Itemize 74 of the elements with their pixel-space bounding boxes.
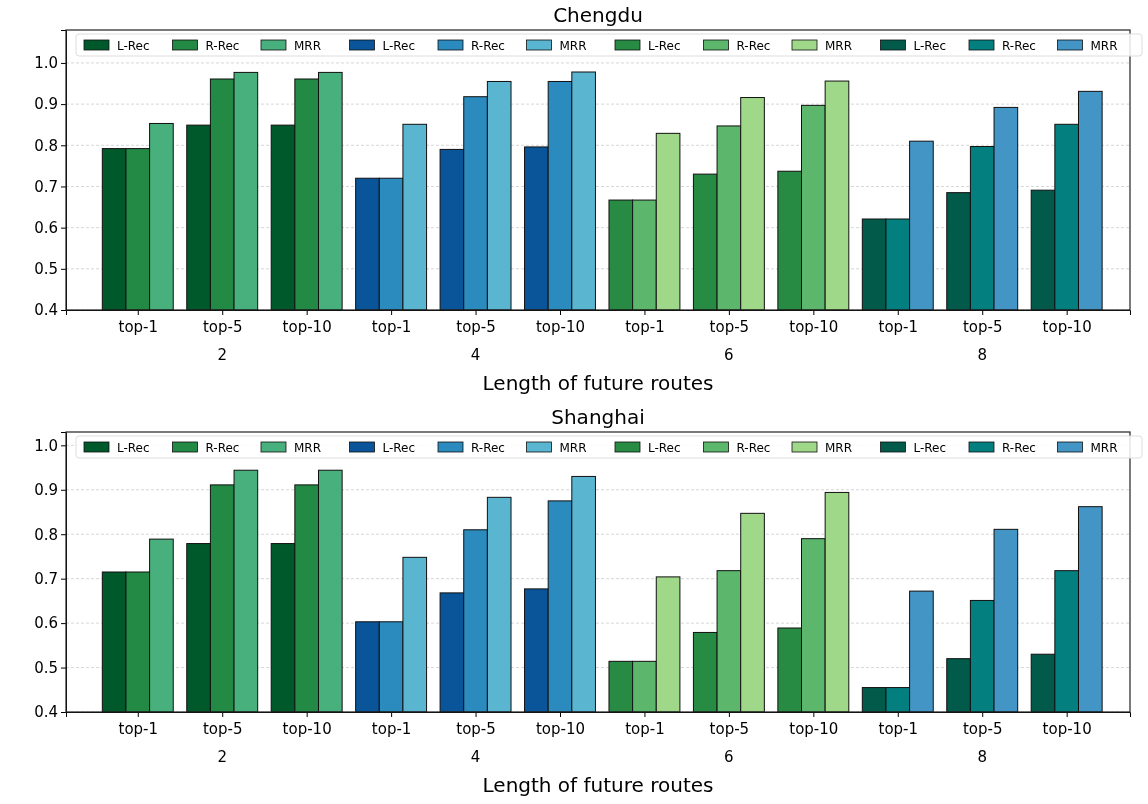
- y-tick-label: 0.9: [34, 481, 58, 500]
- y-tick-label: 0.7: [34, 569, 58, 588]
- y-tick-label: 0.4: [34, 301, 58, 320]
- x-tick-label: top-5: [962, 317, 1003, 336]
- x-tick-label: top-5: [202, 719, 243, 738]
- x-tick-label: top-1: [878, 317, 919, 336]
- y-tick-label: 0.6: [34, 614, 58, 633]
- x-tick-label: top-10: [282, 317, 332, 336]
- legend-label: L-Rec: [117, 38, 150, 53]
- x-axis-title: Length of future routes: [482, 773, 714, 797]
- x-tick-label: top-1: [625, 719, 665, 738]
- x-tick-label: top-1: [118, 719, 159, 738]
- legend-label: R-Rec: [471, 440, 505, 455]
- legend-label: L-Rec: [913, 38, 947, 53]
- x-tick-label: top-1: [371, 719, 412, 738]
- x-tick-label: top-10: [535, 719, 586, 738]
- legend-label: L-Rec: [382, 38, 416, 53]
- legend-label: R-Rec: [1002, 38, 1036, 53]
- legend-label: MRR: [294, 38, 322, 53]
- legend-label: MRR: [559, 440, 587, 455]
- x-tick-label: top-5: [709, 317, 750, 336]
- text: 6: [724, 346, 734, 364]
- legend-label: MRR: [1090, 38, 1118, 53]
- text: 8: [977, 748, 987, 766]
- x-tick-label: top-1: [118, 317, 159, 336]
- chart-title: Shanghai: [551, 405, 645, 429]
- x-tick-label: top-10: [282, 719, 332, 738]
- y-tick-label: 0.6: [34, 218, 58, 237]
- y-tick-label: 1.0: [34, 54, 58, 73]
- y-tick-label: 1.0: [34, 436, 58, 455]
- y-tick-label: 0.8: [34, 525, 58, 544]
- text: 2: [217, 346, 227, 364]
- legend-label: MRR: [294, 440, 322, 455]
- legend-label: R-Rec: [736, 38, 771, 53]
- legend-label: L-Rec: [117, 440, 150, 455]
- legend-label: MRR: [1090, 440, 1118, 455]
- legend-label: L-Rec: [913, 440, 947, 455]
- y-tick-label: 0.5: [34, 658, 58, 677]
- x-tick-label: top-10: [789, 719, 839, 738]
- legend-label: MRR: [825, 440, 853, 455]
- legend-label: L-Rec: [382, 440, 416, 455]
- text: 6: [724, 748, 734, 766]
- text: 8: [977, 346, 987, 364]
- x-tick-label: top-5: [962, 719, 1003, 738]
- y-tick-label: 0.9: [34, 95, 58, 114]
- text: 2: [217, 748, 227, 766]
- text: 4: [470, 748, 481, 766]
- x-tick-label: top-5: [709, 719, 750, 738]
- legend-label: R-Rec: [205, 440, 240, 455]
- x-tick-label: top-10: [1042, 317, 1092, 336]
- y-tick-label: 0.4: [34, 703, 58, 722]
- x-tick-label: top-5: [202, 317, 243, 336]
- x-axis-title: Length of future routes: [482, 371, 714, 395]
- y-tick-label: 0.8: [34, 136, 58, 155]
- legend-label: MRR: [559, 38, 587, 53]
- legend-label: L-Rec: [648, 38, 681, 53]
- y-tick-label: 0.5: [34, 260, 58, 279]
- legend-label: MRR: [825, 38, 853, 53]
- x-tick-label: top-10: [1042, 719, 1092, 738]
- legend-label: R-Rec: [205, 38, 240, 53]
- chart-title: Chengdu: [553, 3, 643, 27]
- x-tick-label: top-5: [456, 719, 496, 738]
- legend-label: R-Rec: [1002, 440, 1036, 455]
- legend-label: R-Rec: [471, 38, 505, 53]
- x-tick-label: top-1: [371, 317, 412, 336]
- x-tick-label: top-10: [789, 317, 839, 336]
- y-tick-label: 0.7: [34, 177, 58, 196]
- x-tick-label: top-5: [456, 317, 496, 336]
- x-tick-label: top-1: [625, 317, 665, 336]
- x-tick-label: top-10: [535, 317, 586, 336]
- text: 4: [470, 346, 481, 364]
- legend-label: R-Rec: [736, 440, 771, 455]
- x-tick-label: top-1: [878, 719, 919, 738]
- legend-label: L-Rec: [648, 440, 681, 455]
